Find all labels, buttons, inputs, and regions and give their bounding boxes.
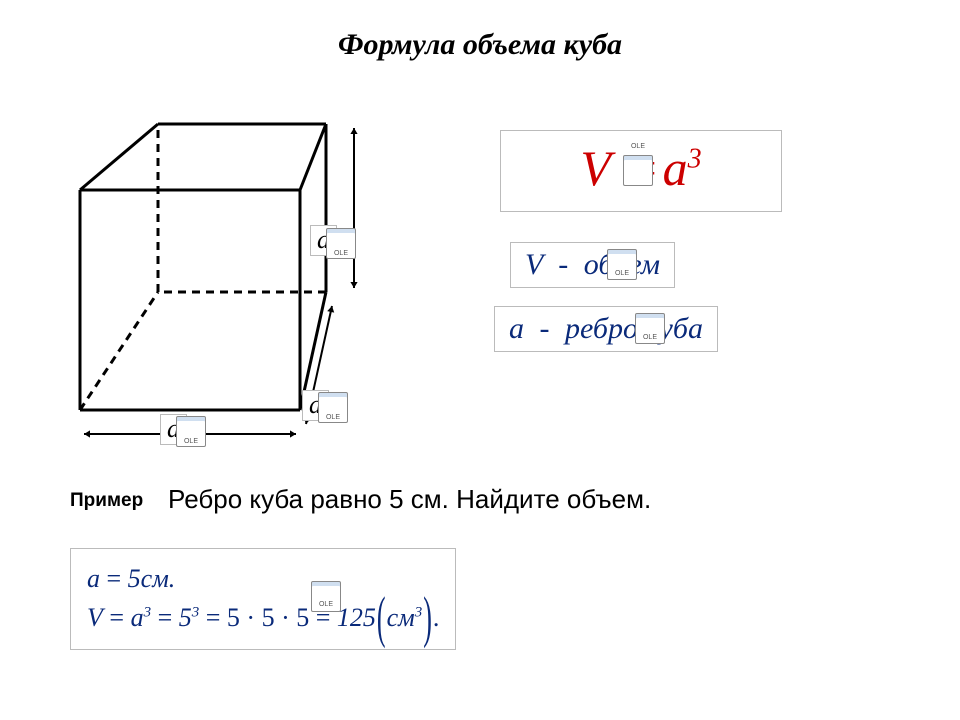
- ole-icon: OLE: [326, 228, 356, 259]
- paren-close: ): [423, 575, 432, 661]
- page-title: Формула объема куба: [0, 28, 960, 62]
- sol2-V: V: [87, 603, 103, 632]
- sol-eq: =: [100, 564, 128, 593]
- cube-diagram: [60, 110, 420, 470]
- formula-V: V: [580, 140, 610, 196]
- sol2-uexp: 3: [415, 604, 423, 620]
- ole-icon: OLE: [311, 581, 341, 612]
- solution-line-2: V = a3 = 53 = 5 · 5 · 5 = 125(см3).: [87, 598, 439, 637]
- sol2-unit: см: [387, 603, 415, 632]
- note-edge-word: ребро куба: [565, 312, 703, 345]
- example-label: Пример: [70, 490, 143, 512]
- note-volume-var: V: [525, 248, 543, 281]
- ole-icon: OLE: [635, 313, 665, 344]
- example-text: Ребро куба равно 5 см. Найдите объем.: [168, 484, 651, 515]
- sol2-exp1: 3: [144, 604, 152, 620]
- sol-a: a: [87, 564, 100, 593]
- note-edge-dash: -: [540, 312, 550, 345]
- sol2-res: 125: [337, 603, 376, 632]
- ole-icon: OLE: [607, 249, 637, 280]
- ole-icon: OLE: [318, 392, 348, 423]
- ole-icon: OLE: [623, 155, 653, 186]
- sol2-b: 5: [179, 603, 192, 632]
- solution-line-1: a = 5см.: [87, 559, 439, 598]
- formula-exp: 3: [688, 143, 702, 174]
- note-edge-var: a: [509, 312, 524, 345]
- note-volume: V - объем OLE: [510, 242, 675, 288]
- paren-open: (: [377, 575, 386, 661]
- note-edge: a - ребро куба OLE: [494, 306, 718, 352]
- note-volume-dash: -: [558, 248, 568, 281]
- sol-val: 5см.: [128, 564, 176, 593]
- solution-box: a = 5см. V = a3 = 53 = 5 · 5 · 5 = 125(с…: [70, 548, 456, 650]
- sol2-a: a: [131, 603, 144, 632]
- sol2-eq2: =: [151, 603, 179, 632]
- sol2-eq3: =: [199, 603, 227, 632]
- sol2-mult: 5 · 5 · 5: [227, 603, 309, 632]
- sol2-eq1: =: [103, 603, 131, 632]
- ole-icon: OLE: [176, 416, 206, 447]
- formula-box: V =a3 OLE: [500, 130, 782, 212]
- sol2-dot: .: [433, 603, 440, 632]
- formula-a: a: [663, 140, 688, 196]
